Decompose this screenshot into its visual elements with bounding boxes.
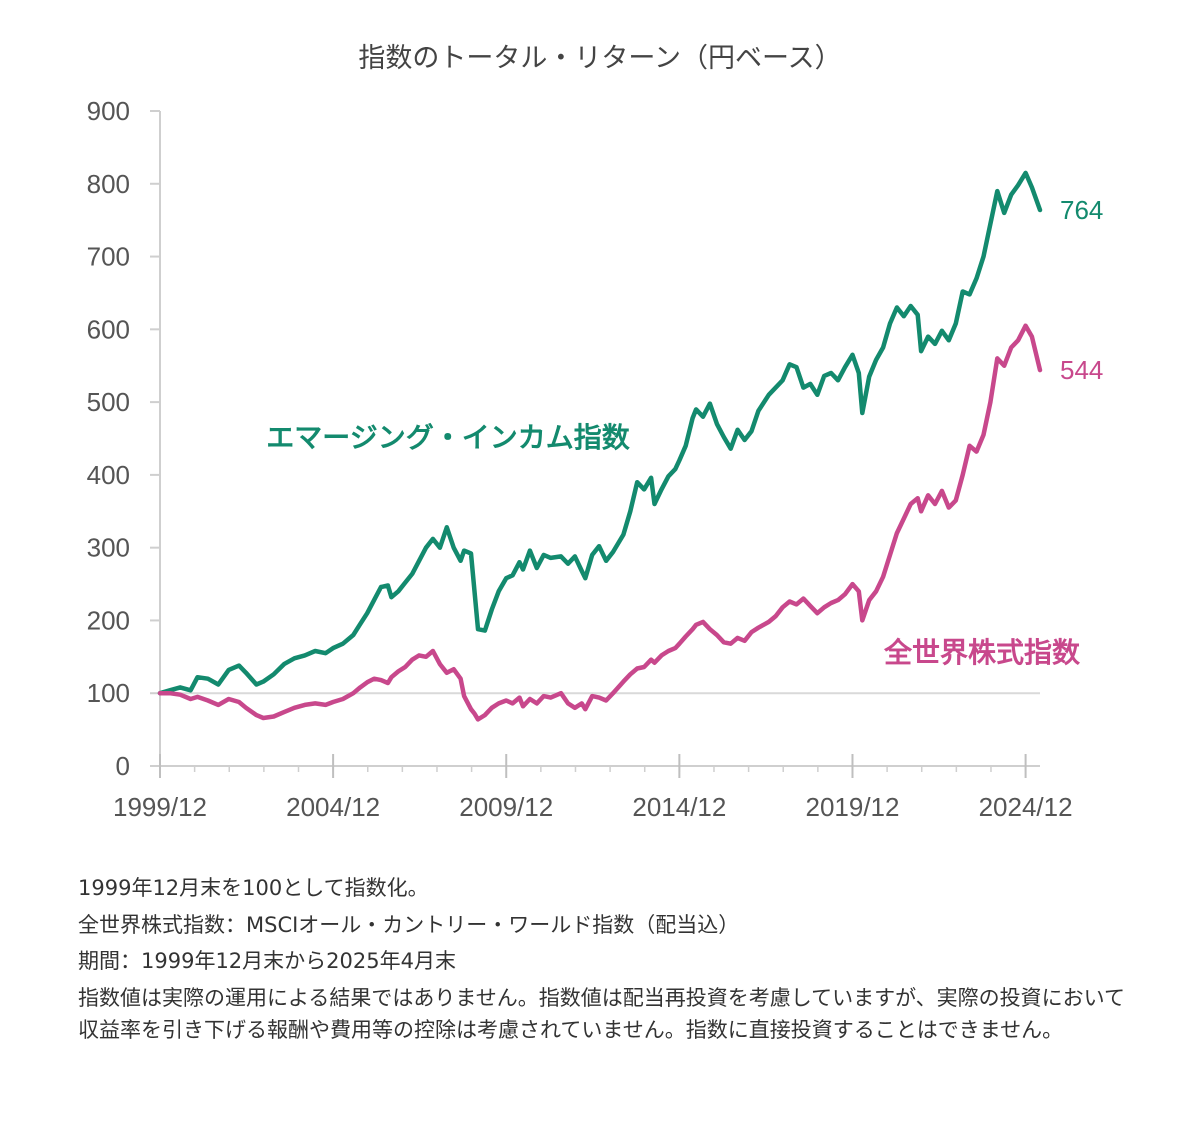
note-indexing: 1999年12月末を100として指数化。 <box>78 876 429 900</box>
axis-layer: 0 100 200 300 400 500 600 700 800 900 1999/12 2004/… <box>87 96 1073 822</box>
y-tick-label: 900 <box>87 96 130 126</box>
x-tick-label: 2004/12 <box>286 792 380 822</box>
series-end-value: 544 <box>1060 355 1103 385</box>
y-tick-label: 400 <box>87 460 130 490</box>
series-name-label: 全世界株式指数 <box>883 636 1081 669</box>
series-end-value: 764 <box>1060 195 1103 225</box>
note-disclaimer: 指数値は実際の運用による結果ではありません。指数値は配当再投資を考慮していますが… <box>78 985 1126 1043</box>
label-layer: 764 エマージング・インカム指数 544 全世界株式指数 <box>266 195 1103 669</box>
series-line <box>157 170 1043 696</box>
y-tick-label: 300 <box>87 533 130 563</box>
note-world-index: 全世界株式指数：MSCIオール・カントリー・ワールド指数（配当込） <box>78 912 740 937</box>
note-period: 期間：1999年12月末から2025年4月末 <box>78 949 456 974</box>
y-tick-label: 600 <box>87 314 130 344</box>
x-tick-label: 2014/12 <box>632 792 726 822</box>
y-tick-label: 200 <box>87 605 130 635</box>
y-tick-label: 500 <box>87 387 130 417</box>
y-tick-label: 100 <box>87 678 130 708</box>
x-tick-label: 1999/12 <box>113 792 207 822</box>
x-tick-label: 2009/12 <box>459 792 553 822</box>
series-name-label: エマージング・インカム指数 <box>266 421 630 454</box>
y-tick-label: 700 <box>87 242 130 272</box>
y-tick-label: 800 <box>87 169 130 199</box>
y-tick-label: 0 <box>116 751 130 781</box>
notes: 1999年12月末を100として指数化。 全世界株式指数：MSCIオール・カント… <box>78 872 1128 1051</box>
chart: 0 100 200 300 400 500 600 700 800 900 1999/12 2004/… <box>87 96 1104 822</box>
x-tick-label: 2019/12 <box>805 792 899 822</box>
series-layer <box>157 170 1043 722</box>
chart-title: 指数のトータル・リターン（円ベース） <box>358 43 842 74</box>
x-tick-label: 2024/12 <box>979 792 1073 822</box>
series-line <box>157 323 1043 722</box>
